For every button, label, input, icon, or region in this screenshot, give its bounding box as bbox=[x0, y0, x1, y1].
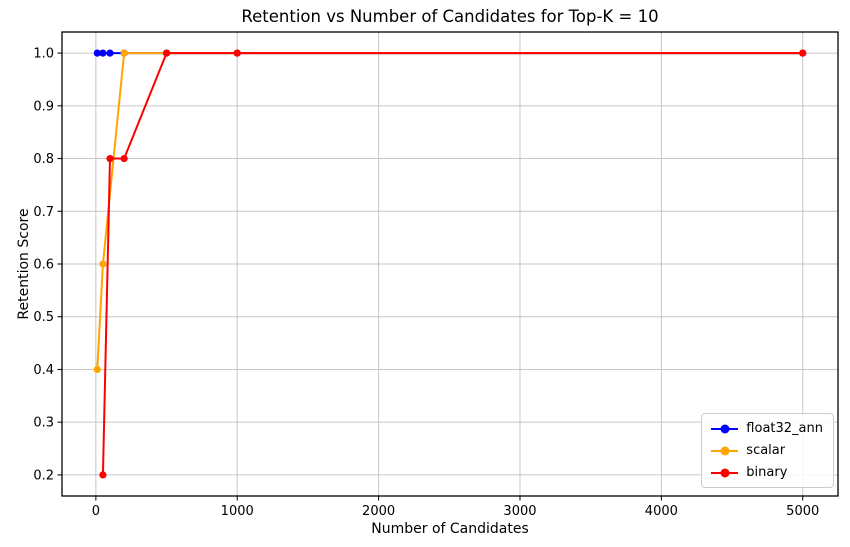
y-axis-label: Retention Score bbox=[16, 208, 32, 320]
x-tick-label: 0 bbox=[92, 504, 100, 519]
data-point-float32_ann bbox=[106, 49, 114, 57]
legend-marker-binary bbox=[711, 468, 739, 478]
y-tick-label: 0.8 bbox=[33, 152, 54, 167]
x-axis-label: Number of Candidates bbox=[371, 521, 529, 537]
legend-item-float32-ann: float32_ann bbox=[711, 420, 823, 437]
data-point-float32_ann bbox=[93, 49, 101, 57]
y-tick-label: 0.9 bbox=[33, 99, 54, 114]
data-point-scalar bbox=[120, 49, 128, 57]
legend: float32_ann scalar binary bbox=[701, 413, 834, 488]
y-tick-label: 0.2 bbox=[33, 468, 54, 483]
y-tick-label: 0.5 bbox=[33, 310, 54, 325]
x-tick-label: 2000 bbox=[362, 504, 395, 519]
data-point-binary bbox=[233, 49, 241, 57]
data-point-binary bbox=[162, 49, 171, 57]
legend-marker-float32-ann bbox=[711, 424, 739, 434]
x-tick-label: 4000 bbox=[645, 504, 678, 519]
y-tick-label: 0.4 bbox=[33, 363, 54, 378]
y-tick-label: 0.3 bbox=[33, 416, 54, 431]
data-point-binary bbox=[120, 154, 128, 163]
y-tick-label: 1.0 bbox=[33, 47, 54, 62]
x-tick-label: 5000 bbox=[786, 504, 819, 519]
legend-label-binary: binary bbox=[746, 464, 788, 480]
data-point-binary bbox=[799, 49, 807, 57]
data-point-scalar bbox=[99, 260, 107, 268]
legend-label-float32-ann: float32_ann bbox=[746, 420, 823, 436]
legend-marker-scalar bbox=[711, 446, 739, 456]
data-point-binary bbox=[106, 154, 114, 163]
y-tick-label: 0.7 bbox=[33, 205, 54, 220]
legend-item-scalar: scalar bbox=[711, 442, 823, 459]
chart-title: Retention vs Number of Candidates for To… bbox=[241, 7, 659, 26]
data-point-float32_ann bbox=[99, 49, 107, 57]
data-point-scalar bbox=[93, 365, 101, 374]
x-tick-label: 1000 bbox=[221, 504, 254, 519]
legend-item-binary: binary bbox=[711, 464, 823, 481]
x-tick-label: 3000 bbox=[503, 504, 536, 519]
y-tick-label: 0.6 bbox=[33, 258, 54, 273]
legend-label-scalar: scalar bbox=[746, 442, 786, 458]
series-line-binary bbox=[101, 52, 803, 475]
data-point-binary bbox=[99, 471, 107, 479]
